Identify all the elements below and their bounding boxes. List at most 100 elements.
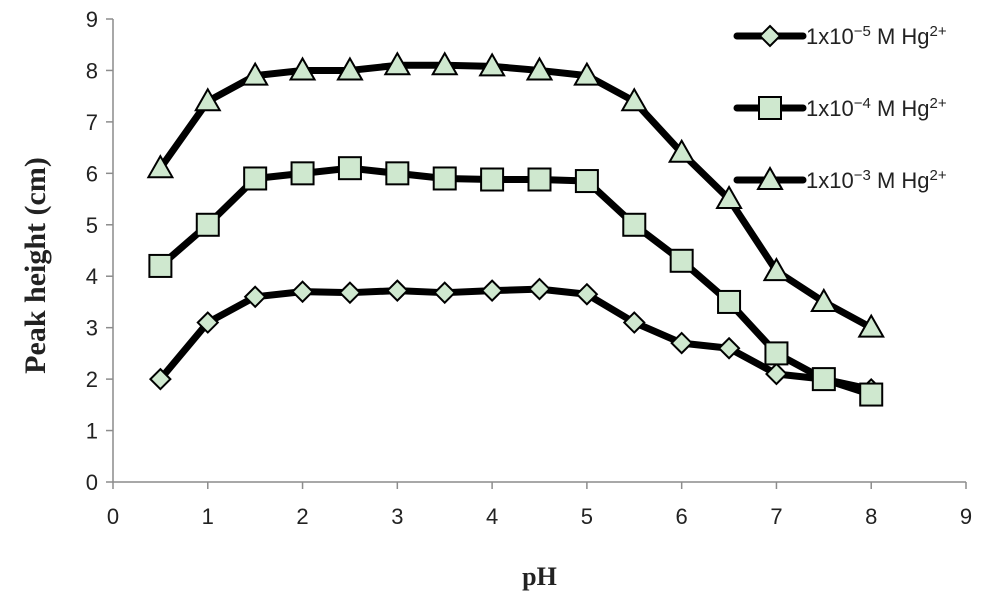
legend-label: 1x10−3 M Hg2+ bbox=[806, 167, 947, 194]
data-point-triangle bbox=[762, 257, 791, 282]
data-point-diamond bbox=[385, 279, 409, 303]
y-tick-label: 1 bbox=[86, 419, 98, 444]
series-line bbox=[156, 164, 875, 399]
legend-text-part: 1x10 bbox=[806, 24, 854, 49]
legend-marker-diamond bbox=[758, 24, 782, 48]
y-axis-ticks: 0 1 2 3 4 5 6 7 8 9 bbox=[86, 7, 113, 495]
series-line bbox=[156, 285, 875, 393]
data-point-diamond bbox=[765, 362, 788, 386]
series-triangle bbox=[146, 51, 885, 338]
data-point-square bbox=[717, 289, 742, 314]
data-point-diamond bbox=[528, 277, 551, 301]
y-tick-label: 0 bbox=[86, 470, 98, 495]
data-point-square bbox=[574, 169, 599, 194]
legend-superscript: −3 bbox=[854, 167, 871, 184]
data-point-diamond bbox=[433, 281, 457, 305]
legend-text-part: 1x10 bbox=[806, 168, 854, 193]
data-point-square bbox=[432, 166, 457, 191]
data-point-square bbox=[480, 167, 505, 192]
data-point-square bbox=[148, 253, 173, 278]
legend-marker-triangle bbox=[756, 165, 784, 190]
legend-text-part: 1x10 bbox=[806, 96, 854, 121]
x-tick-label: 3 bbox=[391, 504, 403, 529]
y-tick-label: 9 bbox=[86, 7, 98, 32]
data-point-square bbox=[385, 161, 410, 186]
x-tick-label: 8 bbox=[865, 504, 877, 529]
data-point-square bbox=[243, 166, 268, 191]
series-container bbox=[146, 51, 885, 407]
y-tick-label: 8 bbox=[86, 58, 98, 83]
data-point-triangle bbox=[288, 56, 317, 81]
data-point-diamond bbox=[291, 280, 314, 304]
data-point-triangle bbox=[857, 313, 885, 338]
data-point-triangle bbox=[336, 56, 364, 81]
data-point-diamond bbox=[243, 285, 267, 309]
data-point-diamond bbox=[717, 336, 741, 360]
legend-item: 1x10−3 M Hg2+ bbox=[733, 165, 947, 194]
data-point-square bbox=[764, 341, 789, 366]
series-square bbox=[148, 156, 884, 407]
series-line bbox=[156, 61, 875, 332]
x-tick-label: 4 bbox=[486, 504, 498, 529]
data-point-square bbox=[669, 248, 694, 273]
x-tick-label: 7 bbox=[770, 504, 782, 529]
data-point-diamond bbox=[575, 282, 599, 306]
data-point-triangle bbox=[430, 51, 459, 76]
x-axis-title: pH bbox=[522, 562, 557, 591]
data-point-square bbox=[859, 382, 884, 407]
legend-superscript: 2+ bbox=[930, 167, 947, 184]
x-axis-ticks: 0 1 2 3 4 5 6 7 8 9 bbox=[107, 482, 972, 529]
data-point-square bbox=[811, 367, 836, 392]
data-point-diamond bbox=[338, 281, 362, 305]
x-tick-label: 1 bbox=[202, 504, 214, 529]
x-tick-label: 6 bbox=[676, 504, 688, 529]
axes bbox=[112, 19, 966, 483]
y-axis-title: Peak height (cm) bbox=[19, 157, 52, 374]
x-tick-label: 2 bbox=[296, 504, 308, 529]
y-tick-label: 4 bbox=[86, 264, 98, 289]
series-diamond bbox=[148, 277, 883, 401]
data-point-diamond bbox=[622, 311, 646, 334]
x-tick-label: 0 bbox=[107, 504, 119, 529]
legend-superscript: −4 bbox=[854, 95, 871, 112]
y-tick-label: 5 bbox=[86, 213, 98, 238]
x-tick-label: 9 bbox=[960, 504, 972, 529]
y-tick-label: 7 bbox=[86, 110, 98, 135]
data-point-triangle bbox=[573, 61, 601, 86]
data-point-triangle bbox=[383, 51, 412, 76]
y-tick-label: 3 bbox=[86, 316, 98, 341]
legend-item: 1x10−5 M Hg2+ bbox=[733, 23, 947, 50]
data-point-triangle bbox=[620, 87, 649, 112]
data-point-triangle bbox=[194, 87, 222, 112]
legend-label: 1x10−4 M Hg2+ bbox=[806, 95, 947, 122]
data-point-square bbox=[290, 161, 315, 186]
legend-label: 1x10−5 M Hg2+ bbox=[806, 23, 947, 50]
data-point-diamond bbox=[480, 279, 504, 303]
data-point-triangle bbox=[810, 287, 838, 312]
data-point-square bbox=[195, 212, 220, 237]
legend-item: 1x10−4 M Hg2+ bbox=[733, 95, 947, 122]
data-point-triangle bbox=[241, 61, 269, 86]
data-point-diamond bbox=[148, 367, 172, 391]
data-point-triangle bbox=[525, 56, 554, 81]
data-point-triangle bbox=[478, 52, 506, 77]
x-tick-label: 5 bbox=[581, 504, 593, 529]
data-point-square bbox=[337, 156, 362, 181]
data-point-diamond bbox=[670, 331, 694, 355]
y-tick-label: 2 bbox=[86, 367, 98, 392]
data-point-triangle bbox=[715, 185, 743, 210]
legend-text-part: M Hg bbox=[871, 96, 930, 121]
data-point-square bbox=[527, 167, 552, 192]
legend-text-part: M Hg bbox=[871, 24, 930, 49]
legend-marker-square bbox=[758, 96, 782, 120]
data-point-triangle bbox=[146, 154, 175, 179]
legend-superscript: −5 bbox=[854, 23, 871, 40]
data-point-diamond bbox=[196, 311, 220, 334]
legend: 1x10−5 M Hg2+1x10−4 M Hg2+1x10−3 M Hg2+ bbox=[733, 23, 947, 194]
data-point-square bbox=[622, 212, 647, 237]
legend-superscript: 2+ bbox=[930, 23, 947, 40]
legend-text-part: M Hg bbox=[871, 168, 930, 193]
legend-superscript: 2+ bbox=[930, 95, 947, 112]
data-point-triangle bbox=[667, 138, 696, 163]
